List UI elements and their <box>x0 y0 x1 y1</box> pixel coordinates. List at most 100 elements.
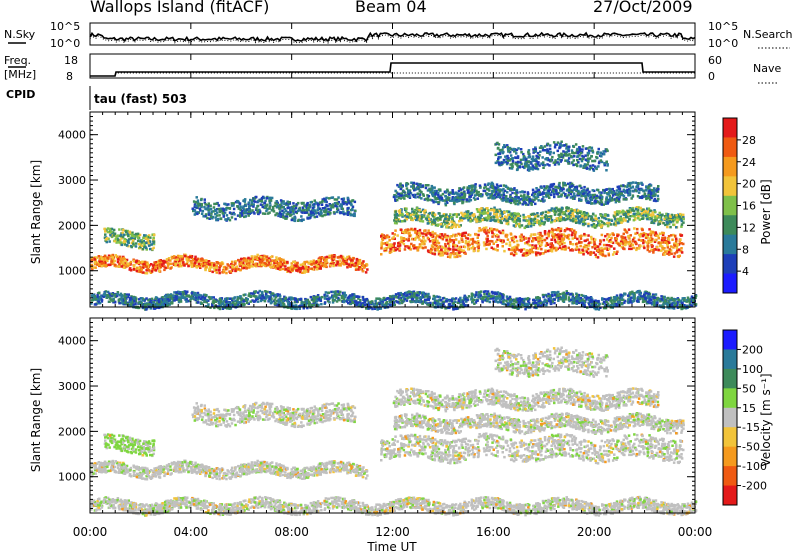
power-cell <box>550 227 554 231</box>
power-cell <box>646 246 650 249</box>
power-cell <box>252 200 255 203</box>
power-cell <box>342 197 346 200</box>
power-cell <box>264 264 268 268</box>
power-cell <box>215 214 219 217</box>
power-cell <box>328 254 331 258</box>
power-cell <box>263 202 267 205</box>
power-cell <box>239 208 242 212</box>
power-cell <box>286 206 289 210</box>
power-cell <box>340 206 343 209</box>
power-cell <box>268 197 271 200</box>
power-cell <box>540 247 543 251</box>
power-cell <box>297 219 300 222</box>
power-cell <box>319 265 322 268</box>
power-cell <box>324 256 327 259</box>
power-cell <box>258 210 262 213</box>
power-cell <box>119 241 123 244</box>
power-cell <box>294 210 297 214</box>
power-cell <box>591 149 594 152</box>
power-cell <box>161 259 165 263</box>
power-cell <box>544 249 547 252</box>
power-cell <box>266 260 269 263</box>
power-cell <box>663 247 666 250</box>
power-cell <box>503 249 506 253</box>
power-cell <box>147 269 151 272</box>
power-cell <box>398 214 402 217</box>
power-cell <box>622 236 625 240</box>
power-cell <box>555 192 559 195</box>
power-cell <box>674 234 677 238</box>
power-cell <box>292 219 296 222</box>
power-cell <box>271 265 275 268</box>
power-cell <box>668 248 672 251</box>
power-cell <box>606 193 609 196</box>
power-cell <box>340 211 343 214</box>
power-cell <box>234 267 237 271</box>
power-cell <box>641 195 644 198</box>
power-cell <box>396 247 400 251</box>
power-cell <box>630 247 633 251</box>
power-cell <box>312 205 316 208</box>
power-cell <box>113 263 117 267</box>
power-cell <box>137 260 140 263</box>
power-cell <box>207 202 210 205</box>
power-cell <box>148 264 151 267</box>
power-cell <box>220 209 223 213</box>
power-cell <box>543 199 546 202</box>
power-cell <box>469 213 472 216</box>
power-cell <box>526 192 530 195</box>
power-cell <box>141 260 144 264</box>
power-cell <box>237 207 241 210</box>
power-cell <box>312 211 315 214</box>
power-cell <box>658 244 662 248</box>
station-title: Wallops Island (fitACF) <box>90 0 269 16</box>
power-cell <box>340 204 343 208</box>
power-cell <box>176 263 179 267</box>
power-cell <box>588 241 591 244</box>
power-cell <box>659 241 663 245</box>
power-cell <box>635 248 638 252</box>
power-cell <box>149 236 152 239</box>
power-cell <box>273 266 276 269</box>
power-cell <box>180 255 184 258</box>
power-cell <box>399 187 402 191</box>
power-cell <box>421 240 424 243</box>
power-cell <box>616 250 619 253</box>
power-cell <box>261 212 265 215</box>
power-cell <box>429 190 433 194</box>
power-cell <box>330 254 333 258</box>
power-cell <box>132 267 136 271</box>
power-cell <box>145 241 148 244</box>
power-cell <box>473 213 476 217</box>
power-cell <box>498 230 501 233</box>
power-cell <box>93 261 97 264</box>
power-cell <box>399 197 403 200</box>
power-cell <box>483 230 486 233</box>
power-cell <box>158 263 162 266</box>
power-cell <box>290 262 293 265</box>
power-cell <box>135 235 139 238</box>
power-cell <box>271 259 274 262</box>
power-cell <box>452 213 455 217</box>
power-cell <box>536 212 539 215</box>
power-cell <box>629 186 632 190</box>
power-cell <box>394 189 397 193</box>
power-cell <box>291 217 294 220</box>
power-cell <box>225 203 228 207</box>
power-cell <box>257 212 260 215</box>
power-cell <box>307 206 310 210</box>
power-cell <box>268 211 271 214</box>
power-cell <box>457 247 460 251</box>
power-cell <box>519 235 523 239</box>
power-cell <box>406 228 410 231</box>
power-cell <box>241 266 244 270</box>
power-cell <box>487 214 490 217</box>
power-cell <box>491 186 494 190</box>
power-cell <box>555 217 558 220</box>
power-cell <box>178 261 182 265</box>
power-cell <box>529 235 533 238</box>
power-cell <box>263 261 266 265</box>
freq-line <box>90 62 695 77</box>
power-cell <box>463 212 466 215</box>
power-cell <box>212 210 215 213</box>
